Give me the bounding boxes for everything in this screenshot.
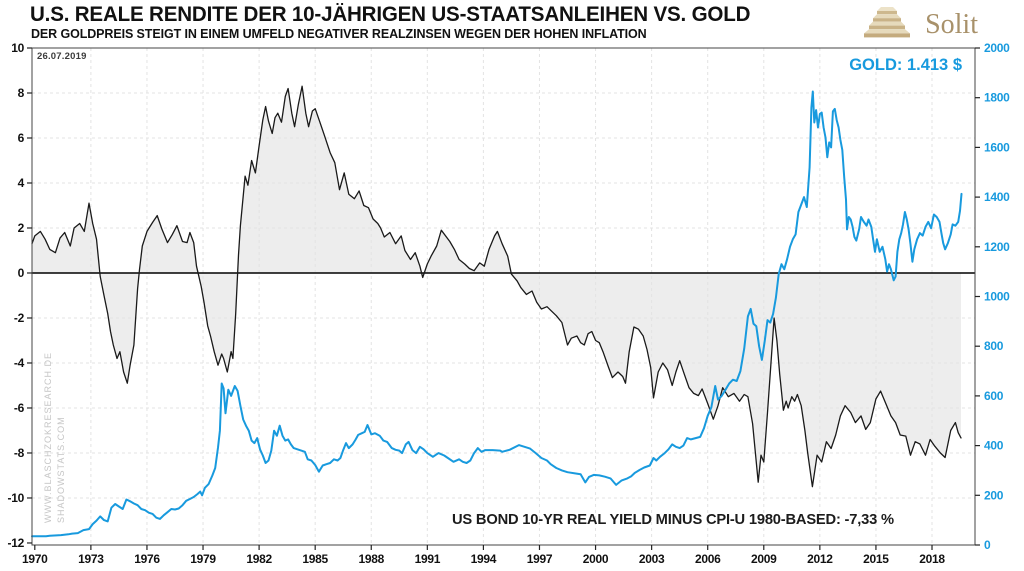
x-axis-label: 1985 [302,552,328,566]
x-axis-label: 2015 [863,552,889,566]
watermark-line-2: SHADOWSTATS.COM [56,416,66,523]
y-axis-label-left: 2 [18,221,25,235]
x-axis-label: 1976 [134,552,160,566]
solit-logo: Solit [859,5,978,44]
y-axis-label-left: 10 [11,41,24,55]
gold-price-line [31,90,963,538]
watermark: WWW.BLASCHZOKRESEARCH.DE SHADOWSTATS.COM [42,352,68,523]
x-axis-label: 2012 [807,552,833,566]
y-axis-label-left: -2 [14,311,25,325]
y-axis-label-left: -6 [14,401,25,415]
yield-series-label: US BOND 10-YR REAL YIELD MINUS CPI-U 198… [452,511,894,528]
y-axis-label-left: -12 [8,536,25,550]
x-axis-label: 1970 [22,552,48,566]
x-axis-label: 1988 [359,552,385,566]
y-axis-label-left: 0 [18,266,25,280]
y-axis-label-right: 1600 [984,140,1010,154]
y-axis-label-right: 1200 [984,240,1010,254]
y-axis-label-right: 1400 [984,190,1010,204]
y-axis-label-left: 4 [18,176,25,190]
logo-wordmark: Solit [925,8,978,40]
page-title: U.S. REALE RENDITE DER 10-JÄHRIGEN US-ST… [30,3,751,26]
y-axis-label-right: 200 [984,488,1004,502]
y-axis-label-right: 1000 [984,290,1010,304]
x-axis-label: 2018 [919,552,945,566]
y-axis-label-right: 400 [984,439,1004,453]
watermark-line-1: WWW.BLASCHZOKRESEARCH.DE [43,351,53,523]
x-axis-label: 1982 [246,552,272,566]
y-axis-label-left: 8 [18,86,25,100]
y-axis-label-left: -4 [14,356,25,370]
gold-value-label: GOLD: 1.413 $ [849,56,962,74]
x-axis-label: 1994 [471,552,497,566]
page-subtitle: DER GOLDPREIS STEIGT IN EINEM UMFELD NEG… [31,27,647,41]
y-axis-label-right: 0 [984,538,991,552]
date-label: 26.07.2019 [37,51,87,62]
x-axis-label: 2000 [583,552,609,566]
y-axis-label-right: 600 [984,389,1004,403]
y-axis-label-left: 6 [18,131,25,145]
x-axis-label: 1997 [527,552,553,566]
x-axis-label: 2006 [695,552,721,566]
y-axis-label-left: -8 [14,446,25,460]
pyramid-icon [859,5,915,44]
x-axis-label: 2003 [639,552,665,566]
x-axis-label: 1973 [78,552,104,566]
y-axis-label-right: 1800 [984,91,1010,105]
x-axis-label: 1991 [415,552,441,566]
x-axis-label: 2009 [751,552,777,566]
y-axis-label-left: -10 [8,491,25,505]
yield-area-fill [32,86,961,487]
y-axis-label-right: 2000 [984,41,1010,55]
real-yield-line [31,85,962,488]
y-axis-label-right: 800 [984,339,1004,353]
x-axis-label: 1979 [190,552,216,566]
